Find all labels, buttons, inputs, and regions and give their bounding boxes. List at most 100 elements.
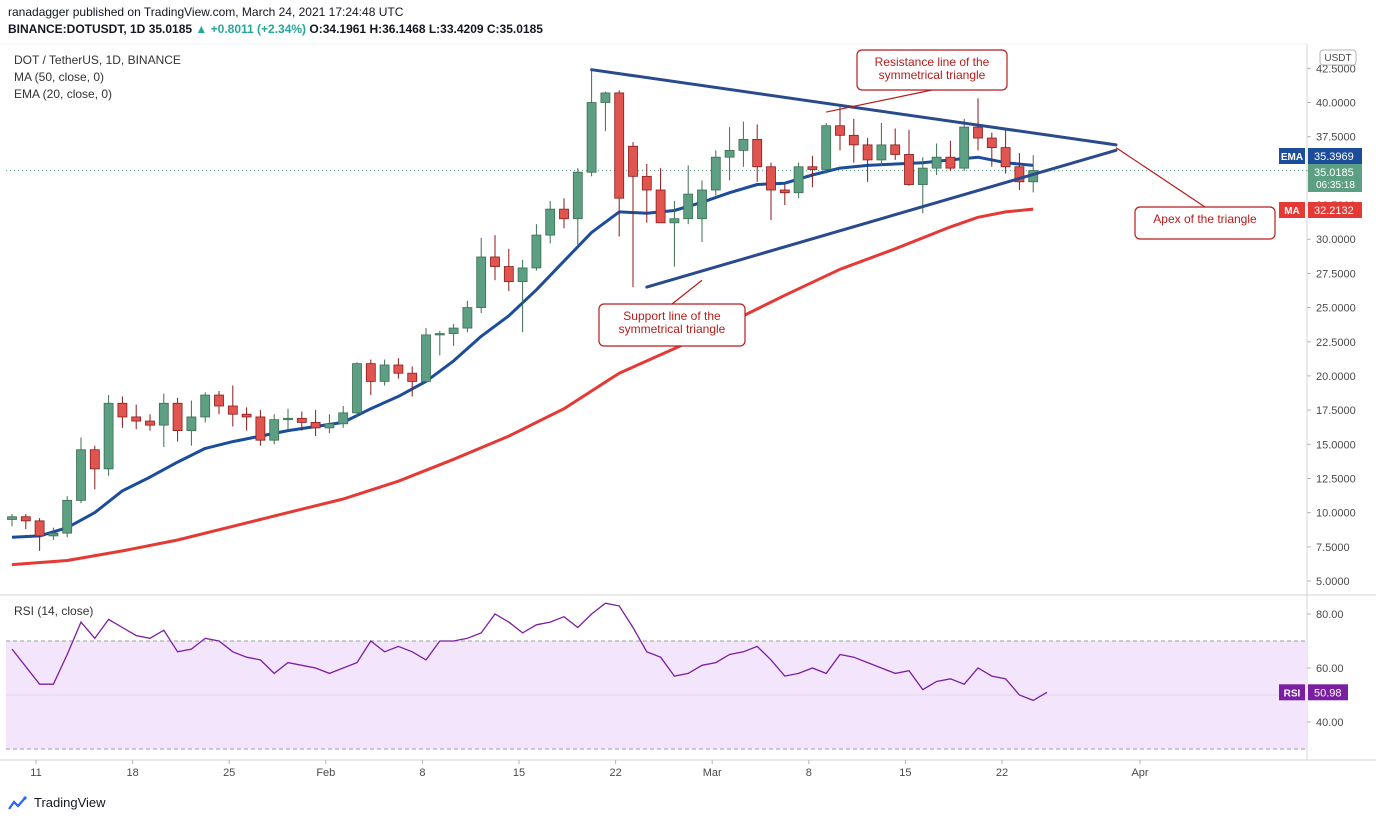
candle-body: [1000, 147, 1011, 168]
time-tick-label: 15: [513, 767, 525, 779]
candle-body: [48, 532, 59, 537]
price-tick-label: 25.0000: [1316, 303, 1356, 315]
rsi-tag-label: RSI: [1284, 688, 1301, 699]
candle: [310, 410, 321, 437]
candle-body: [448, 327, 459, 334]
legend-ma: MA (50, close, 0): [14, 70, 105, 84]
ema-price-badge-tag-label: EMA: [1281, 152, 1303, 163]
callout-box: [598, 303, 746, 347]
candle: [421, 328, 431, 383]
candle: [379, 359, 390, 386]
candle-body: [393, 364, 404, 374]
candle-body: [407, 372, 418, 382]
open-value: O:34.1961: [309, 22, 367, 36]
candle-body: [503, 266, 514, 282]
last-price-badge-countdown: 06:35:18: [1316, 180, 1355, 191]
time-tick-label: 25: [223, 767, 235, 779]
candle: [7, 514, 17, 527]
candle-body: [462, 307, 473, 329]
candle: [876, 123, 887, 166]
callout-box: [1134, 206, 1276, 240]
candle-body: [145, 420, 155, 426]
candle: [338, 406, 349, 428]
candle: [821, 123, 832, 174]
candle: [227, 385, 238, 427]
candle: [200, 392, 211, 423]
candle-body: [1014, 166, 1025, 183]
candle-body: [559, 208, 569, 220]
rsi-tick-label: 80.00: [1316, 609, 1344, 621]
candle-body: [476, 256, 487, 308]
candle-body: [310, 422, 321, 429]
price-tick-label: 27.5000: [1316, 268, 1356, 280]
candle-body: [973, 126, 983, 139]
ma-price-badge-box: [1308, 202, 1362, 218]
candle: [34, 518, 45, 551]
candle-body: [683, 193, 694, 220]
ema-price-badge-value: 35.3969: [1314, 151, 1354, 163]
candle: [62, 496, 73, 538]
candle-body: [931, 156, 942, 169]
candle-body: [241, 413, 252, 418]
candle: [738, 121, 749, 167]
candle: [89, 445, 100, 490]
time-tick-label: 22: [609, 767, 621, 779]
candle: [766, 162, 776, 221]
time-tick-label: 11: [30, 767, 41, 779]
candle: [241, 407, 252, 431]
candle: [572, 168, 583, 247]
candle-body: [296, 417, 307, 423]
price-tick-label: 42.5000: [1316, 63, 1356, 75]
ema20-line: [11, 155, 1034, 539]
candle-body: [697, 189, 707, 220]
time-tick-label: 15: [899, 767, 911, 779]
candle-body: [738, 139, 749, 151]
candle: [255, 410, 266, 446]
candle: [531, 224, 542, 271]
candle: [296, 411, 307, 431]
candle: [407, 366, 418, 397]
tradingview-footer[interactable]: TradingView: [8, 795, 106, 810]
candle-body: [821, 125, 832, 170]
price-tick-label: 5.0000: [1316, 576, 1350, 588]
tradingview-brand: TradingView: [34, 795, 106, 810]
rsi-tick-label: 60.00: [1316, 663, 1344, 675]
candle: [434, 330, 445, 356]
candle-body: [379, 364, 390, 382]
price-tick-label: 37.5000: [1316, 132, 1356, 144]
candle: [131, 404, 142, 430]
candle: [559, 198, 569, 229]
rsi-line: [11, 602, 1048, 702]
resistance-trendline: [590, 68, 1118, 147]
price-chart[interactable]: 5.0000 7.5000 10.0000 12.5000 15.0000 17.5000…: [0, 0, 1376, 790]
candle-body: [20, 516, 31, 522]
candle-body: [766, 166, 776, 191]
candle-body: [669, 218, 680, 224]
callout-pointer: [826, 89, 933, 113]
candle: [76, 437, 86, 504]
legend-title: DOT / TetherUS, 1D, BINANCE: [14, 53, 181, 67]
candle: [641, 164, 652, 223]
candle-body: [917, 167, 928, 185]
candle-body: [959, 126, 970, 169]
candle-body: [890, 144, 901, 155]
legend-rsi: RSI (14, close): [14, 604, 94, 618]
candle-body: [655, 189, 666, 224]
candle-body: [545, 208, 556, 236]
candle-body: [186, 416, 197, 432]
candle: [752, 124, 763, 182]
candle: [655, 168, 666, 224]
candle-body: [779, 189, 790, 194]
rsi-value-box: [1308, 684, 1348, 701]
last-price-badge-value: 35.0185: [1314, 167, 1354, 179]
candle: [448, 323, 459, 346]
price-tick-label: 30.0000: [1316, 234, 1356, 246]
candle-body: [62, 499, 73, 534]
candle-body: [572, 171, 583, 220]
candle: [214, 390, 224, 415]
price-tick-label: 17.5000: [1316, 405, 1356, 417]
candle-body: [807, 166, 818, 170]
candle-body: [283, 417, 293, 421]
price-tick-label: 12.5000: [1316, 473, 1356, 485]
candle-body: [89, 449, 100, 470]
